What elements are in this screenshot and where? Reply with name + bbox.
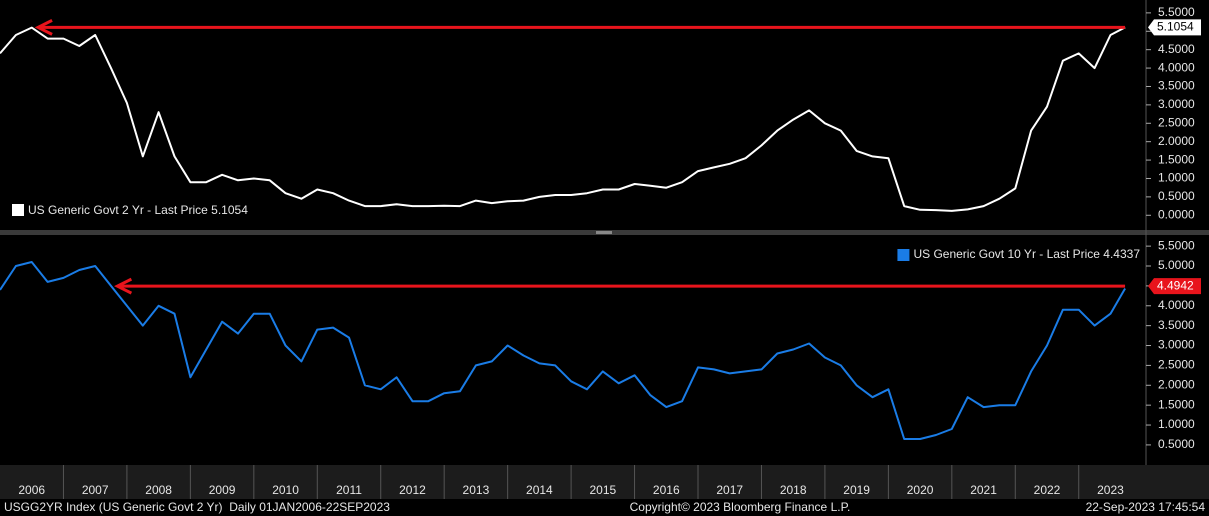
x-tick-label: 2017 — [716, 483, 743, 497]
y-tick-label: 1.5000 — [1158, 152, 1195, 166]
x-tick-label: 2018 — [780, 483, 807, 497]
x-tick-label: 2020 — [907, 483, 934, 497]
legend-swatch — [12, 204, 24, 216]
legend-box — [4, 198, 284, 222]
y-tick-label: 0.0000 — [1158, 207, 1195, 221]
x-tick-label: 2010 — [272, 483, 299, 497]
y-tick-label: 1.0000 — [1158, 171, 1195, 185]
x-tick-label: 2011 — [336, 483, 362, 497]
x-tick-label: 2016 — [653, 483, 680, 497]
value-flag — [1148, 278, 1201, 295]
y-tick-label: 5.5000 — [1158, 238, 1195, 252]
x-tick-label: 2023 — [1097, 483, 1124, 497]
value-flag-label: 4.4942 — [1157, 278, 1194, 292]
footer-left: USGG2YR Index (US Generic Govt 2 Yr) Dai… — [4, 500, 390, 514]
x-tick-label: 2013 — [463, 483, 490, 497]
legend-label: US Generic Govt 2 Yr - Last Price 5.1054 — [28, 203, 248, 217]
y-tick-label: 4.0000 — [1158, 60, 1195, 74]
x-tick-label: 2009 — [209, 483, 236, 497]
y-tick-label: 0.5000 — [1158, 437, 1195, 451]
x-tick-label: 2019 — [843, 483, 870, 497]
x-tick-label: 2021 — [970, 483, 997, 497]
reference-arrow — [34, 19, 53, 36]
x-tick-label: 2014 — [526, 483, 553, 497]
value-flag — [1148, 19, 1201, 36]
value-flag-label: 5.1054 — [1157, 20, 1194, 34]
y-tick-label: 1.5000 — [1158, 397, 1195, 411]
x-tick-label: 2006 — [18, 483, 45, 497]
y-tick-label: 5.5000 — [1158, 5, 1195, 19]
y-tick-label: 0.5000 — [1158, 189, 1195, 203]
legend-swatch — [897, 249, 910, 261]
y-tick-label: 2.0000 — [1158, 377, 1195, 391]
footer-right: 22-Sep-2023 17:45:54 — [1086, 500, 1206, 514]
y-tick-label: 4.5000 — [1158, 42, 1195, 56]
x-axis-band — [0, 465, 1209, 499]
y-tick-label: 3.5000 — [1158, 79, 1195, 93]
y-tick-label: 2.0000 — [1158, 134, 1195, 148]
divider-handle — [596, 231, 612, 234]
y-tick-label: 1.0000 — [1158, 417, 1195, 431]
x-tick-label: 2015 — [589, 483, 616, 497]
y-tick-label: 3.0000 — [1158, 97, 1195, 111]
legend-label: US Generic Govt 10 Yr - Last Price 4.433… — [913, 247, 1140, 261]
series-line — [0, 26, 1126, 212]
y-tick-label: 3.5000 — [1158, 318, 1195, 332]
y-tick-label: 4.0000 — [1158, 298, 1195, 312]
series-line — [0, 261, 1126, 440]
x-tick-label: 2007 — [82, 483, 109, 497]
x-tick-label: 2012 — [399, 483, 426, 497]
y-tick-label: 3.0000 — [1158, 338, 1195, 352]
x-tick-label: 2008 — [145, 483, 172, 497]
y-tick-label: 2.5000 — [1158, 115, 1195, 129]
y-tick-label: 2.5000 — [1158, 358, 1195, 372]
footer-center: Copyright© 2023 Bloomberg Finance L.P. — [630, 500, 851, 514]
y-tick-label: 5.0000 — [1158, 258, 1195, 272]
reference-arrow — [114, 277, 133, 295]
x-tick-label: 2022 — [1034, 483, 1061, 497]
